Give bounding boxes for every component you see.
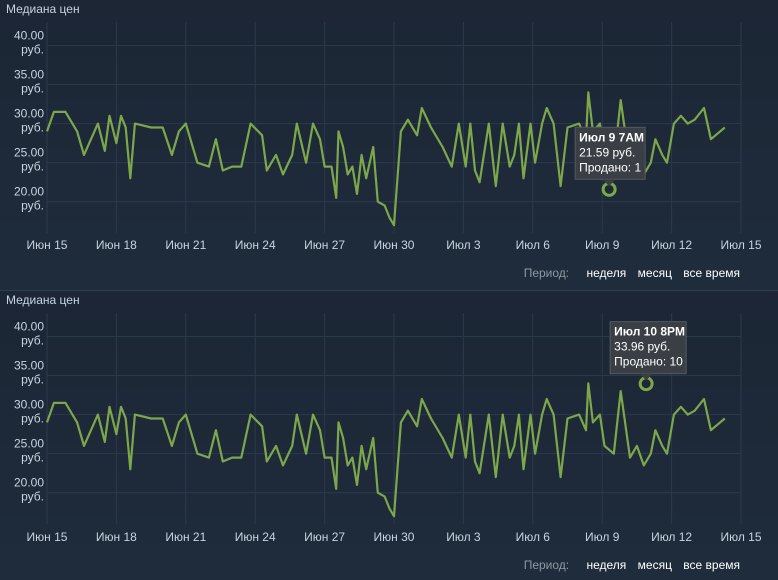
chart-title: Медиана цен xyxy=(6,293,80,307)
x-tick-label: Июн 30 xyxy=(374,530,415,544)
y-tick-unit-label: руб. xyxy=(21,333,44,347)
period-all-time-button[interactable]: все время xyxy=(683,558,740,572)
period-selector: Период: неделя месяц все время xyxy=(524,266,740,280)
y-tick-label: 40.00 xyxy=(14,28,44,42)
period-month-button[interactable]: месяц xyxy=(637,266,672,280)
x-tick-label: Июн 18 xyxy=(96,238,137,252)
y-tick-unit-label: руб. xyxy=(21,451,44,465)
price-chart-2[interactable]: Июн 15 Июн 18 Июн 21 Июн 24 Июн 27 Июн 30 Июл … xyxy=(0,291,778,580)
x-tick-label: Июн 27 xyxy=(304,530,345,544)
x-tick-label: Июн 24 xyxy=(235,530,276,544)
x-tick-label: Июл 12 xyxy=(651,238,692,252)
tooltip-sold: Продано: 1 xyxy=(579,160,641,174)
tooltip-price: 21.59 руб. xyxy=(579,145,635,159)
x-tick-label: Июн 21 xyxy=(165,530,206,544)
x-tick-label: Июл 6 xyxy=(516,530,551,544)
x-tick-label: Июн 27 xyxy=(304,238,345,252)
y-tick-label: 35.00 xyxy=(14,68,44,82)
price-line xyxy=(45,382,726,518)
x-tick-label: Июл 3 xyxy=(446,530,481,544)
x-tick-label: Июл 15 xyxy=(720,530,761,544)
tooltip-box xyxy=(574,126,646,180)
period-month-button[interactable]: месяц xyxy=(637,558,672,572)
chart-title: Медиана цен xyxy=(6,2,80,16)
x-tick-label: Июл 6 xyxy=(516,238,551,252)
tooltip-title: Июл 9 7AM xyxy=(579,130,644,144)
y-tick-unit-label: руб. xyxy=(21,160,44,174)
period-selector: Период: неделя месяц все время xyxy=(524,558,740,572)
period-label: Период: xyxy=(523,266,570,280)
y-tick-label: 40.00 xyxy=(14,319,44,333)
price-chart-1[interactable]: Июн 15 Июн 18 Июн 21 Июн 24 Июн 27 Июн 30 Июл … xyxy=(0,0,778,290)
tooltip-pointer xyxy=(603,179,616,187)
period-label: Период: xyxy=(523,558,570,572)
y-tick-label: 20.00 xyxy=(14,185,44,199)
y-tick-unit-label: руб. xyxy=(21,82,44,96)
price-chart-panel-1: Медиана цен Июн 15 Июн 18 Июн 21 Июн 24 Июн … xyxy=(0,0,778,290)
y-tick-unit-label: руб. xyxy=(21,412,44,426)
x-tick-label: Июл 12 xyxy=(651,530,692,544)
y-tick-unit-label: руб. xyxy=(21,490,44,504)
x-tick-label: Июл 9 xyxy=(585,530,620,544)
x-tick-label: Июн 24 xyxy=(235,238,276,252)
tooltip-pointer xyxy=(640,373,653,381)
x-tick-label: Июн 15 xyxy=(27,238,68,252)
period-week-button[interactable]: неделя xyxy=(586,266,627,280)
y-tick-label: 35.00 xyxy=(14,359,44,373)
period-all-time-button[interactable]: все время xyxy=(683,266,740,280)
y-tick-unit-label: руб. xyxy=(21,199,44,213)
x-tick-label: Июн 21 xyxy=(165,238,206,252)
y-tick-unit-label: руб. xyxy=(21,373,44,387)
y-tick-unit-label: руб. xyxy=(21,42,44,56)
y-tick-label: 30.00 xyxy=(14,398,44,412)
period-week-button[interactable]: неделя xyxy=(586,558,627,572)
y-tick-label: 25.00 xyxy=(14,146,44,160)
y-tick-label: 20.00 xyxy=(14,476,44,490)
x-tick-label: Июн 18 xyxy=(96,530,137,544)
x-tick-label: Июл 15 xyxy=(720,238,761,252)
tooltip-price: 33.96 руб. xyxy=(614,340,670,354)
x-tick-label: Июл 9 xyxy=(585,238,620,252)
x-tick-label: Июл 3 xyxy=(446,238,481,252)
y-tick-label: 25.00 xyxy=(14,437,44,451)
tooltip-sold: Продано: 10 xyxy=(614,355,683,369)
y-tick-unit-label: руб. xyxy=(21,121,44,135)
x-tick-label: Июн 15 xyxy=(27,530,68,544)
price-chart-panel-2: Медиана цен Июн 15 Июн 18 Июн 21 Июн 24 Июн … xyxy=(0,290,778,580)
tooltip-title: Июл 10 8PM xyxy=(614,325,685,339)
y-tick-label: 30.00 xyxy=(14,107,44,121)
x-tick-label: Июн 30 xyxy=(374,238,415,252)
tooltip-box xyxy=(609,321,687,375)
